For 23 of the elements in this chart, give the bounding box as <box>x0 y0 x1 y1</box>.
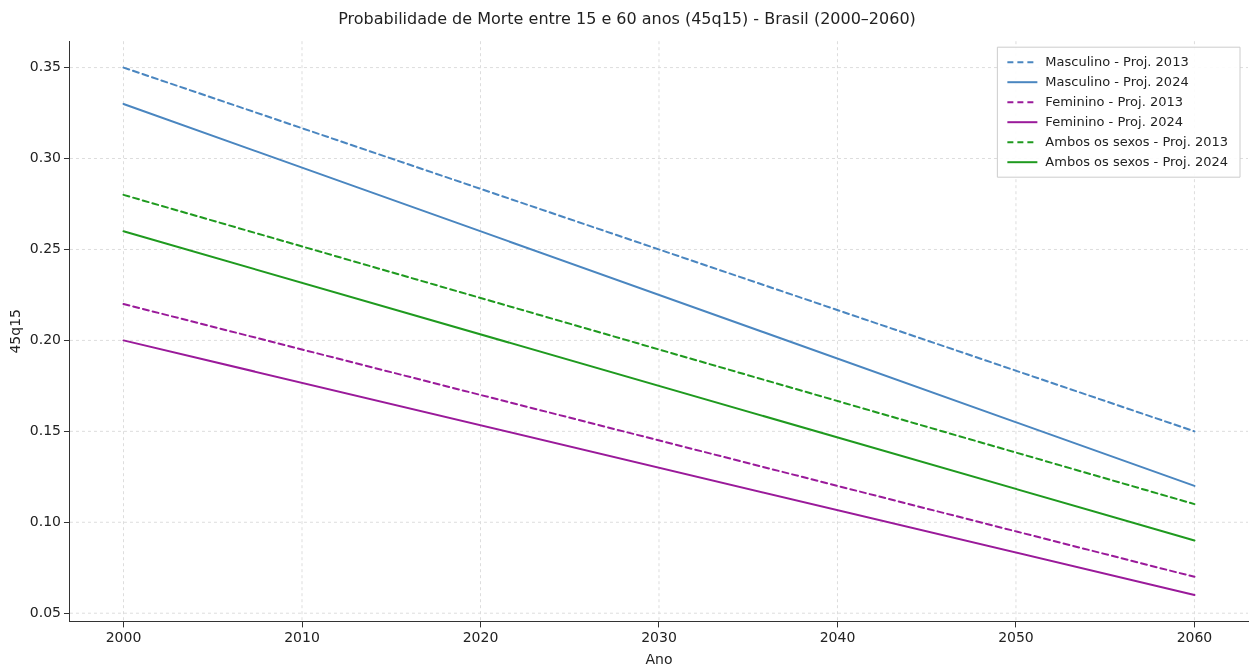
y-tick-label: 0.15 <box>29 421 61 438</box>
x-tick-label: 2000 <box>105 629 142 646</box>
legend-label: Masculino - Proj. 2013 <box>1045 53 1189 69</box>
y-tick-label: 0.35 <box>29 58 61 75</box>
chart-title: Probabilidade de Morte entre 15 e 60 anos (45q15) - Brasil (2000–2060) <box>338 8 916 28</box>
legend-label: Masculino - Proj. 2024 <box>1045 73 1189 89</box>
x-tick-label: 2030 <box>641 629 677 646</box>
x-tick-label: 2050 <box>998 629 1034 646</box>
x-tick-label: 2040 <box>819 629 856 646</box>
x-axis-title: Ano <box>645 651 673 668</box>
y-tick-label: 0.05 <box>29 603 61 620</box>
y-tick-label: 0.25 <box>29 240 61 257</box>
legend-label: Feminino - Proj. 2013 <box>1045 93 1183 109</box>
legend-label: Feminino - Proj. 2024 <box>1045 113 1183 129</box>
y-tick-label: 0.20 <box>29 331 61 348</box>
y-tick-label: 0.10 <box>29 512 61 529</box>
x-tick-label: 2010 <box>284 629 320 646</box>
y-axis-title: 45q15 <box>7 309 24 354</box>
x-tick-label: 2020 <box>462 629 499 646</box>
x-tick-label: 2060 <box>1176 629 1213 646</box>
y-tick-label: 0.30 <box>29 149 61 166</box>
legend-label: Ambos os sexos - Proj. 2013 <box>1045 133 1229 149</box>
legend-label: Ambos os sexos - Proj. 2024 <box>1045 153 1229 169</box>
